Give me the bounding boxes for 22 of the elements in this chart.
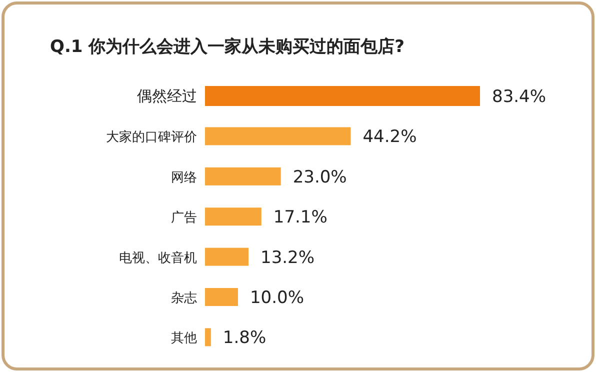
y-tick-label: 大家的口碑评价 [106,129,197,146]
data-label: 83.4% [492,87,546,107]
data-label: 10.0% [250,288,304,308]
y-tick-label: 网络 [171,170,197,186]
bar [205,167,281,186]
y-tick-label: 电视、收音机 [119,250,197,266]
y-tick-label: 杂志 [171,291,197,306]
y-tick-label: 广告 [171,210,197,226]
bar [205,127,351,146]
bar [205,86,480,106]
bar [205,328,211,346]
data-label: 1.8% [222,328,266,348]
data-label: 13.2% [260,248,315,268]
y-tick-label: 偶然经过 [137,87,197,105]
bar [205,288,238,306]
bar [205,208,262,226]
data-label: 17.1% [273,208,328,228]
data-label: 23.0% [292,167,347,188]
chart-title: Q.1 你为什么会进入一家从未购买过的面包店? [50,37,405,57]
data-label: 44.2% [362,127,417,148]
y-tick-label: 其他 [171,331,197,346]
bar [205,248,249,266]
